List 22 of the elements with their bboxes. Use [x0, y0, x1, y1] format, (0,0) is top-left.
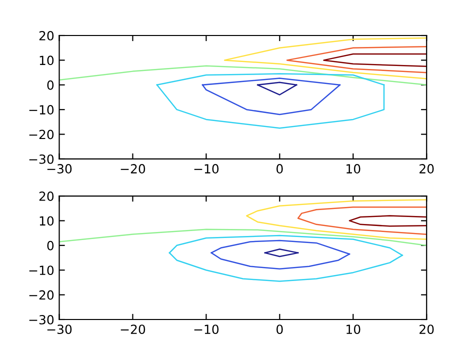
y-tick-label: −30 [29, 154, 54, 164]
x-tick-label: −10 [194, 164, 219, 174]
y-tick-label: 0 [47, 240, 54, 250]
y-tick-label: −20 [29, 130, 54, 140]
x-tick-label: −20 [120, 164, 146, 174]
x-tick-label: 20 [420, 164, 434, 174]
x-tick-label: −20 [120, 324, 146, 334]
y-tick-label: 20 [39, 191, 54, 201]
y-tick-label: 10 [40, 216, 54, 226]
y-tick-label: −20 [29, 290, 54, 300]
x-tick-label: −10 [194, 324, 219, 334]
x-tick-label: 10 [346, 324, 360, 334]
y-tick-label: 20 [39, 30, 54, 40]
x-tick-label: 20 [420, 324, 434, 334]
x-tick-label: 0 [276, 324, 283, 334]
y-tick-label: 10 [40, 56, 54, 66]
x-tick-label: 10 [346, 164, 360, 174]
y-tick-label: 0 [47, 80, 54, 90]
y-tick-label: −30 [29, 314, 54, 324]
y-tick-label: −10 [29, 266, 54, 276]
y-tick-label: −10 [29, 105, 54, 115]
x-tick-label: 0 [276, 164, 283, 174]
